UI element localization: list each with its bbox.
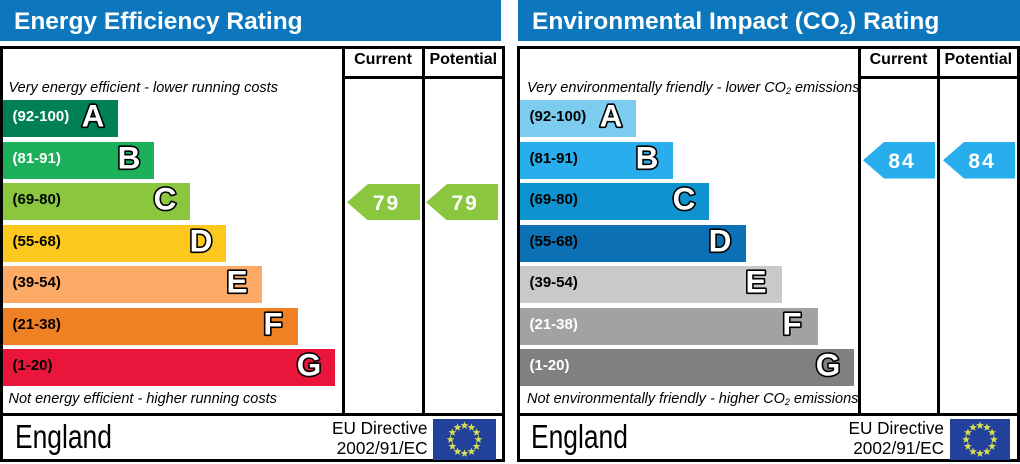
svg-text:C: C — [672, 181, 695, 217]
svg-text:B: B — [117, 139, 140, 175]
svg-text:G: G — [816, 347, 841, 383]
svg-text:84: 84 — [969, 150, 996, 173]
svg-text:D: D — [189, 222, 212, 258]
svg-text:F: F — [782, 305, 801, 341]
svg-text:D: D — [709, 222, 732, 258]
svg-text:E: E — [745, 264, 766, 300]
svg-text:F: F — [263, 305, 282, 341]
svg-text:A: A — [599, 98, 622, 134]
svg-text:E: E — [226, 264, 247, 300]
svg-text:A: A — [81, 98, 104, 134]
svg-text:84: 84 — [888, 150, 915, 173]
svg-text:79: 79 — [451, 192, 478, 215]
svg-text:B: B — [636, 139, 659, 175]
svg-text:G: G — [297, 347, 322, 383]
svg-text:C: C — [153, 181, 176, 217]
svg-text:79: 79 — [373, 192, 400, 215]
